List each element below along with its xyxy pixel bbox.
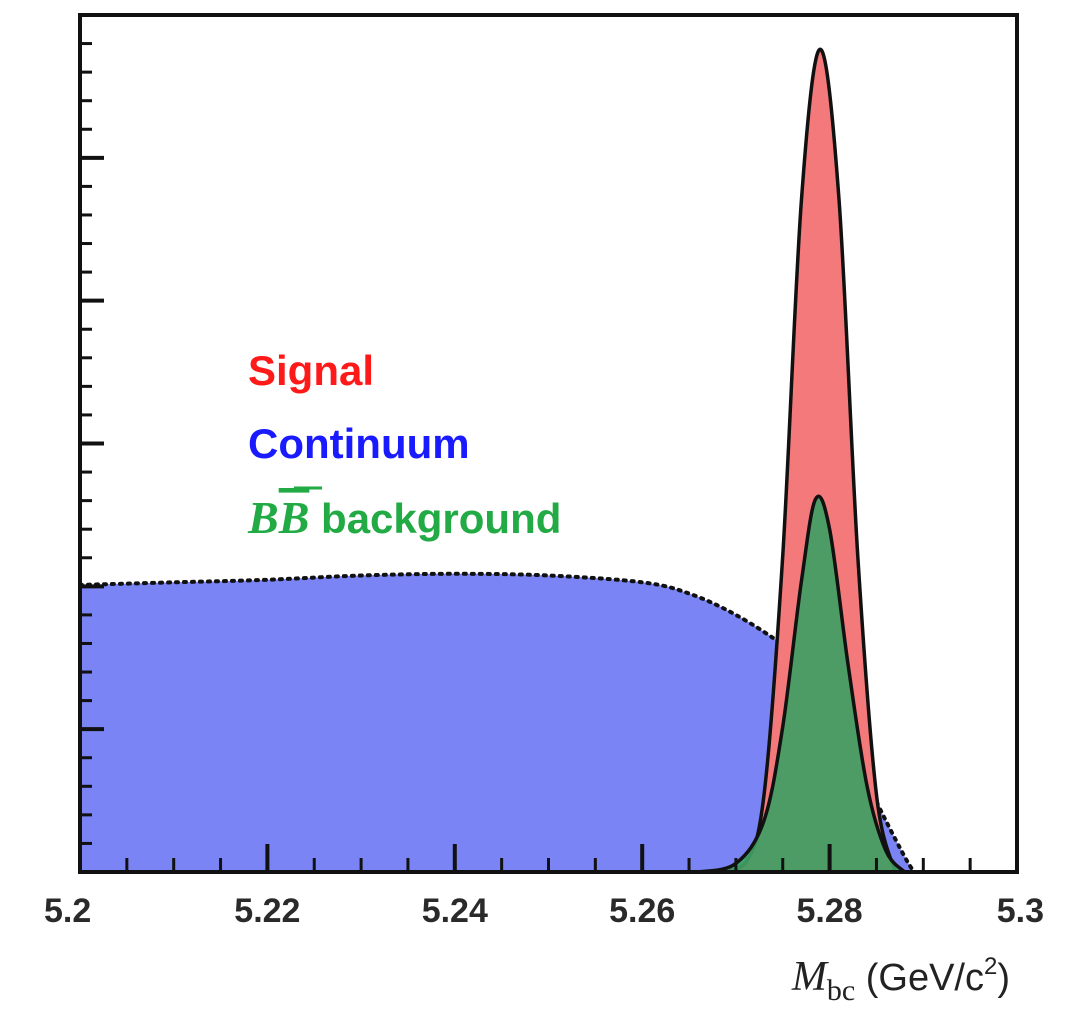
bbbar-outline (698, 494, 906, 874)
x-tick-label: 5.24 (422, 892, 488, 930)
bbbar-area (698, 496, 905, 872)
x-axis-label: Mbc (GeV/c2) (791, 953, 1010, 1007)
legend-continuum: Continuum (248, 420, 470, 467)
legend-signal: Signal (248, 347, 374, 394)
x-tick-label: 5.26 (609, 892, 675, 930)
x-tick-label: 5.22 (234, 892, 300, 930)
series-layer (78, 47, 916, 874)
legend-bbbar-background: BB background (247, 492, 561, 543)
signal-series (716, 47, 897, 874)
x-tick-label: 5.3 (997, 892, 1044, 930)
signal-outline (716, 47, 897, 874)
signal-area (717, 49, 896, 873)
continuum-area (80, 573, 914, 872)
x-tick-label: 5.28 (797, 892, 863, 930)
x-axis-title: Mbc (GeV/c2) (791, 953, 1010, 1005)
axis-layer: 5.2 5.22 5.24 5.26 5.28 5.3 (44, 13, 1044, 930)
x-tick-label: 5.2 (44, 892, 91, 930)
bbbar-series (698, 494, 906, 874)
legend: Signal Continuum BB background (247, 347, 561, 543)
